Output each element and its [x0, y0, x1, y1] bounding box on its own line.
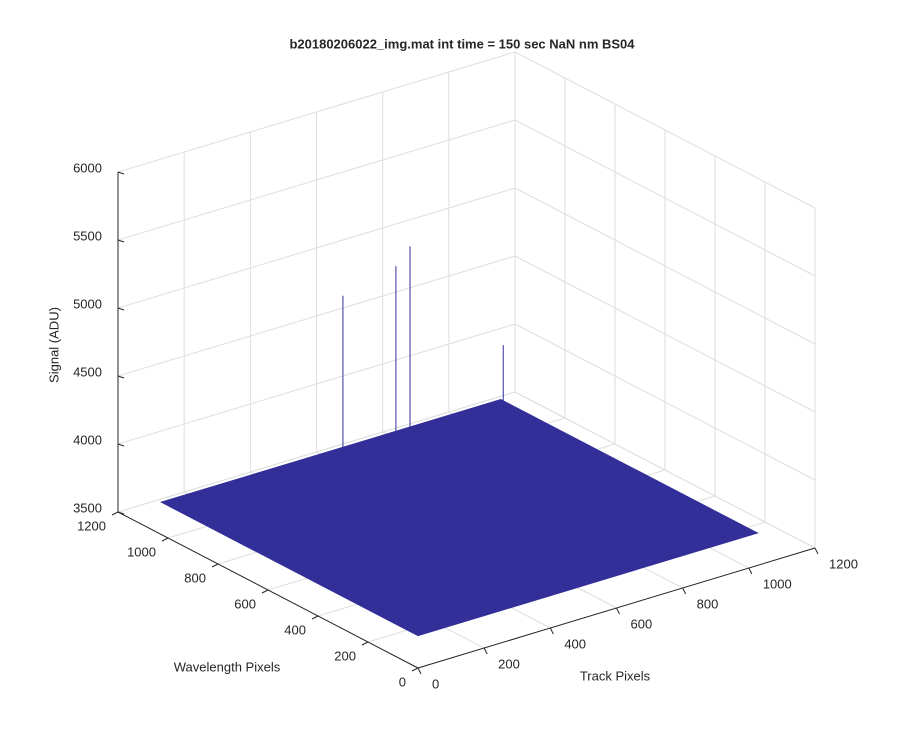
tick-mark	[311, 615, 319, 620]
tick-mark	[117, 239, 125, 243]
x-tick-label: 1000	[763, 576, 792, 591]
grid-line	[117, 119, 516, 241]
tick-mark	[417, 667, 422, 675]
tick-mark	[682, 587, 687, 595]
x-tick-label: 0	[432, 676, 439, 691]
tick-mark	[117, 171, 125, 175]
grid-line	[117, 323, 516, 445]
tick-mark	[748, 567, 753, 575]
y-tick-label: 200	[334, 648, 356, 663]
y-tick-label: 0	[399, 674, 406, 689]
grid-line	[514, 119, 816, 277]
y-axis-label: Wavelength Pixels	[174, 659, 281, 674]
grid-line	[117, 187, 516, 309]
tick-mark	[261, 589, 269, 594]
grid-line	[514, 255, 816, 413]
grid-line	[117, 391, 516, 513]
tick-mark	[483, 647, 488, 655]
grid-line	[117, 255, 516, 377]
grid-line	[117, 51, 516, 173]
tick-mark	[117, 443, 125, 447]
z-tick-label: 4500	[73, 364, 102, 379]
tick-mark	[411, 667, 419, 672]
grid-line	[514, 323, 816, 481]
surface	[160, 399, 759, 637]
z-tick-label: 4000	[73, 432, 102, 447]
x-tick-label: 800	[697, 596, 719, 611]
tick-mark	[161, 537, 169, 542]
grid-line	[514, 187, 816, 345]
tick-mark	[616, 607, 620, 615]
tick-mark	[117, 375, 125, 379]
y-tick-label: 1000	[127, 544, 156, 559]
grid-line	[514, 51, 816, 209]
x-tick-label: 600	[631, 616, 653, 631]
z-tick-label: 5000	[73, 296, 102, 311]
x-tick-label: 1200	[829, 556, 858, 571]
z-axis-label: Signal (ADU)	[46, 307, 61, 383]
tick-mark	[549, 627, 554, 635]
chart-title: b20180206022_img.mat int time = 150 sec …	[289, 36, 635, 51]
tick-mark	[117, 511, 125, 515]
z-tick-label: 3500	[73, 500, 102, 515]
tick-mark	[211, 563, 219, 568]
z-tick-label: 6000	[73, 160, 102, 175]
x-axis-label: Track Pixels	[580, 668, 651, 683]
grid-line	[514, 391, 816, 549]
y-tick-label: 600	[234, 596, 256, 611]
z-tick-label: 5500	[73, 228, 102, 243]
y-tick-label: 800	[184, 570, 206, 585]
x-tick-label: 200	[498, 656, 520, 671]
tick-mark	[361, 641, 369, 646]
tick-mark	[111, 511, 119, 516]
y-tick-label: 1200	[77, 518, 106, 533]
y-tick-label: 400	[284, 622, 306, 637]
tick-mark	[117, 307, 125, 311]
tick-mark	[814, 547, 819, 555]
x-tick-label: 400	[564, 636, 586, 651]
